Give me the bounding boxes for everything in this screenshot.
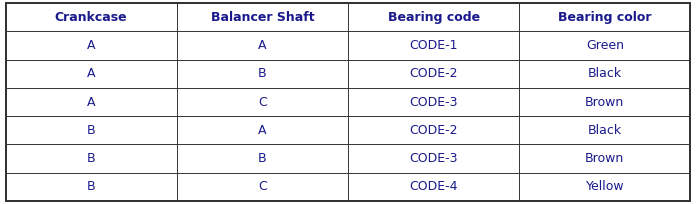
- Text: A: A: [87, 39, 95, 52]
- Text: Balancer Shaft: Balancer Shaft: [211, 11, 314, 24]
- Text: B: B: [258, 152, 267, 165]
- Text: Bearing color: Bearing color: [558, 11, 651, 24]
- Text: B: B: [87, 152, 95, 165]
- Text: A: A: [258, 39, 267, 52]
- Text: A: A: [87, 95, 95, 109]
- Text: Brown: Brown: [585, 152, 624, 165]
- Text: C: C: [258, 95, 267, 109]
- Text: CODE-2: CODE-2: [409, 124, 458, 137]
- Text: Brown: Brown: [585, 95, 624, 109]
- Text: B: B: [87, 180, 95, 193]
- Text: A: A: [87, 67, 95, 80]
- Text: C: C: [258, 180, 267, 193]
- Text: B: B: [87, 124, 95, 137]
- Text: Green: Green: [586, 39, 624, 52]
- Text: CODE-3: CODE-3: [409, 152, 458, 165]
- Text: Black: Black: [587, 124, 622, 137]
- Text: A: A: [258, 124, 267, 137]
- Text: Crankcase: Crankcase: [55, 11, 127, 24]
- Text: Black: Black: [587, 67, 622, 80]
- Text: Yellow: Yellow: [585, 180, 624, 193]
- Text: Bearing code: Bearing code: [388, 11, 480, 24]
- Text: B: B: [258, 67, 267, 80]
- Text: CODE-2: CODE-2: [409, 67, 458, 80]
- Text: CODE-3: CODE-3: [409, 95, 458, 109]
- Text: CODE-1: CODE-1: [409, 39, 458, 52]
- Text: CODE-4: CODE-4: [409, 180, 458, 193]
